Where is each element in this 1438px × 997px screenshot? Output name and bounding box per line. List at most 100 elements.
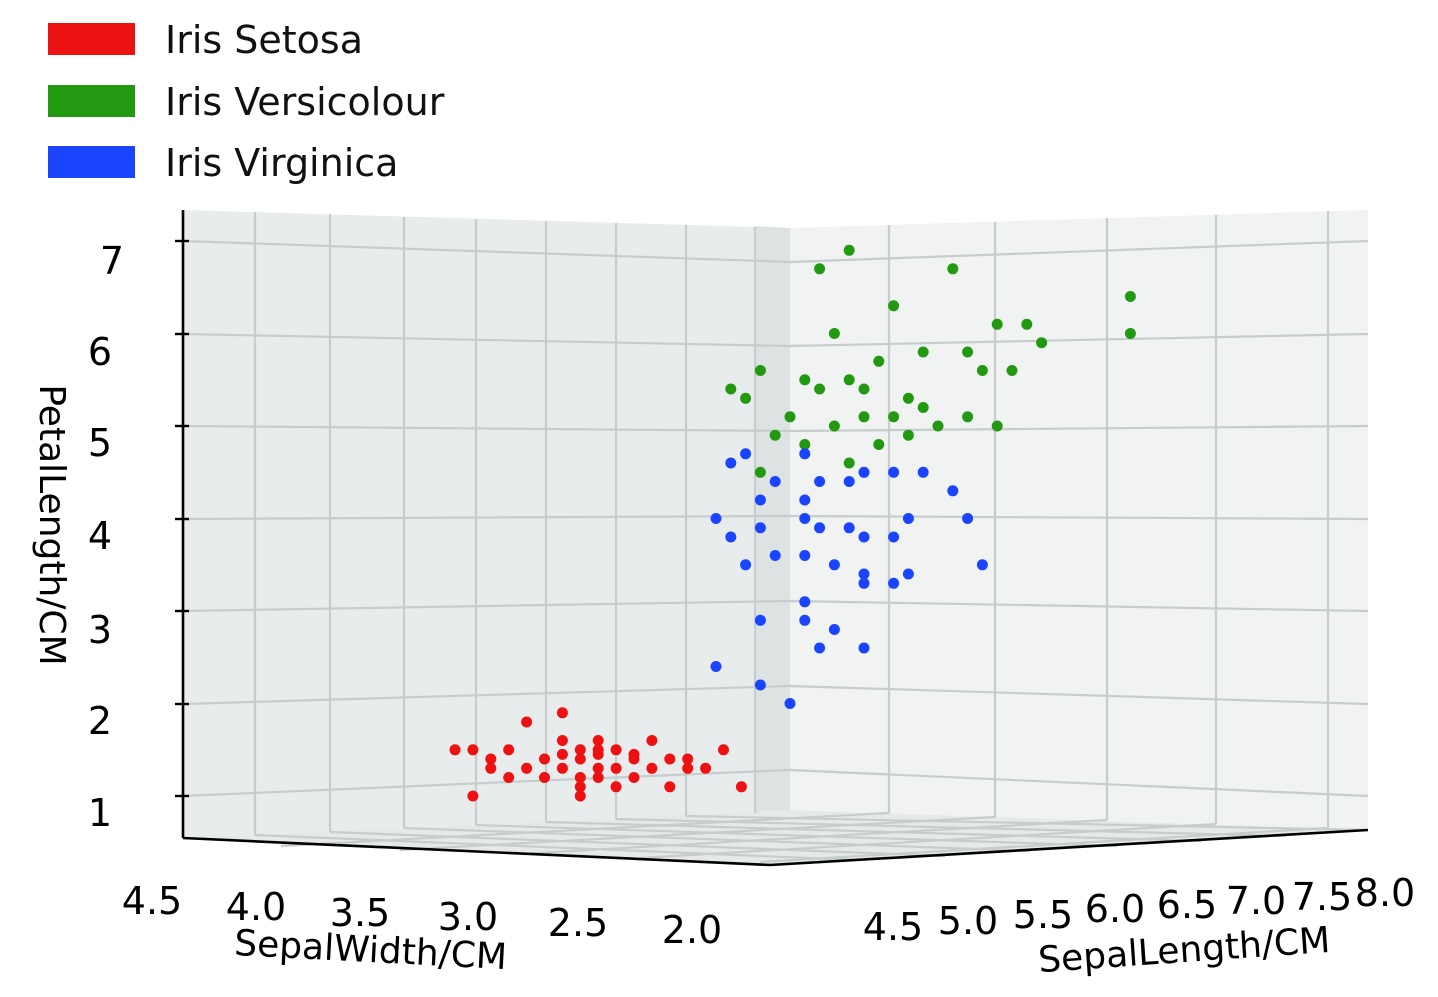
point-iris-setosa-2 (467, 744, 479, 756)
point-iris-versicolour-35 (962, 411, 974, 423)
sepal-length-tick-4-5: 4.5 (863, 905, 923, 949)
point-iris-versicolour-1 (814, 263, 826, 275)
point-iris-versicolour-6 (1021, 318, 1033, 330)
point-iris-versicolour-28 (843, 457, 855, 469)
point-iris-versicolour-7 (1124, 328, 1136, 339)
legend-swatch-virginica (48, 146, 135, 178)
point-iris-versicolour-25 (769, 429, 781, 441)
point-iris-setosa-15 (592, 735, 604, 746)
point-iris-versicolour-15 (799, 374, 811, 386)
point-iris-setosa-25 (503, 772, 515, 783)
petal-length-tick-labels: 7 6 5 4 3 2 1 (88, 239, 124, 835)
point-iris-virginica-22 (769, 550, 781, 561)
legend-label-setosa: Iris Setosa (165, 18, 363, 62)
point-iris-setosa-26 (539, 772, 550, 783)
point-iris-versicolour-24 (991, 420, 1003, 432)
point-iris-setosa-21 (592, 762, 604, 774)
point-iris-setosa-20 (556, 762, 568, 774)
point-iris-setosa-31 (574, 781, 586, 793)
point-iris-virginica-24 (828, 559, 840, 571)
point-iris-virginica-39 (784, 698, 796, 709)
axis-lines (181, 210, 1369, 867)
point-iris-setosa-5 (574, 744, 586, 756)
point-iris-setosa-28 (592, 772, 604, 783)
point-iris-setosa-8 (485, 753, 497, 765)
point-iris-virginica-3 (858, 466, 870, 478)
point-iris-setosa-10 (574, 753, 586, 765)
point-iris-setosa-14 (556, 735, 568, 746)
point-iris-setosa-35 (467, 790, 479, 802)
point-iris-versicolour-13 (1006, 365, 1018, 376)
point-iris-versicolour-23 (932, 420, 944, 432)
point-iris-virginica-15 (962, 513, 974, 524)
point-iris-versicolour-21 (784, 411, 796, 423)
sepal-width-tick-2-0: 2.0 (662, 908, 722, 952)
point-iris-versicolour-32 (814, 383, 826, 395)
point-iris-setosa-3 (449, 744, 461, 756)
right-pane-grid (789, 211, 1369, 828)
point-iris-setosa-33 (664, 781, 676, 793)
point-iris-virginica-31 (799, 596, 811, 608)
point-iris-setosa-36 (574, 790, 586, 802)
point-iris-setosa-24 (682, 762, 694, 774)
legend-swatch-setosa (48, 23, 135, 55)
point-iris-setosa-29 (628, 772, 640, 783)
point-iris-virginica-26 (858, 568, 870, 580)
sepal-length-tick-7-5: 7.5 (1292, 875, 1352, 919)
point-iris-virginica-11 (947, 485, 959, 497)
point-iris-virginica-14 (902, 513, 914, 524)
point-iris-versicolour-8 (828, 328, 840, 339)
sepal-length-tick-7-0: 7.0 (1226, 879, 1286, 923)
sepal-length-tick-6-0: 6.0 (1085, 887, 1145, 931)
left-pane-grid (182, 212, 791, 835)
sepal-length-axis-title: SepalLength/CM (1037, 920, 1332, 981)
point-iris-setosa-32 (610, 781, 622, 793)
point-iris-virginica-37 (710, 661, 722, 672)
point-iris-versicolour-5 (991, 318, 1003, 330)
sepal-length-tick-labels: 4.5 5.0 5.5 6.0 6.5 7.0 7.5 8.0 (863, 871, 1415, 949)
point-iris-virginica-32 (754, 614, 766, 626)
point-iris-virginica-20 (888, 531, 900, 543)
sepal-width-tick-labels: 4.5 4.0 3.5 3.0 2.5 2.0 (122, 879, 722, 952)
point-iris-versicolour-11 (873, 355, 885, 367)
point-iris-virginica-35 (858, 642, 870, 654)
point-iris-versicolour-3 (1124, 291, 1136, 302)
point-iris-versicolour-22 (828, 420, 840, 432)
legend-swatch-versicolour (48, 85, 135, 117)
point-iris-virginica-38 (754, 679, 766, 691)
sepal-length-tick-8-0: 8.0 (1355, 871, 1415, 915)
point-iris-versicolour-20 (888, 411, 900, 423)
legend-label-versicolour: Iris Versicolour (165, 80, 445, 124)
sepal-width-tick-4-5: 4.5 (122, 879, 182, 923)
point-iris-setosa-19 (521, 762, 533, 774)
point-iris-virginica-18 (843, 522, 855, 534)
point-iris-virginica-9 (754, 494, 766, 506)
point-iris-versicolour-27 (873, 439, 885, 450)
point-iris-versicolour-14 (754, 365, 766, 376)
legend-label-virginica: Iris Virginica (165, 141, 398, 185)
z-tick-6: 6 (88, 330, 112, 374)
point-iris-versicolour-18 (902, 392, 914, 404)
sepal-length-tick-5-0: 5.0 (938, 899, 998, 943)
point-iris-virginica-13 (799, 513, 811, 524)
point-iris-versicolour-0 (843, 244, 855, 256)
point-iris-virginica-25 (740, 559, 752, 571)
z-tick-5: 5 (88, 421, 112, 465)
point-iris-versicolour-2 (947, 263, 959, 275)
point-iris-virginica-34 (828, 624, 840, 635)
point-iris-setosa-39 (628, 748, 640, 760)
point-iris-versicolour-34 (1036, 337, 1048, 349)
z-tick-4: 4 (88, 514, 112, 558)
point-iris-setosa-27 (574, 772, 586, 783)
point-iris-setosa-12 (664, 753, 676, 765)
point-iris-virginica-7 (814, 476, 826, 487)
sepal-length-tick-6-5: 6.5 (1157, 883, 1217, 927)
data-points (449, 244, 1136, 802)
point-iris-virginica-16 (754, 522, 766, 534)
point-iris-versicolour-30 (902, 429, 914, 441)
point-iris-virginica-28 (888, 577, 900, 589)
point-iris-setosa-38 (592, 748, 604, 760)
point-iris-versicolour-29 (754, 466, 766, 478)
petal-length-ticks (175, 239, 189, 798)
